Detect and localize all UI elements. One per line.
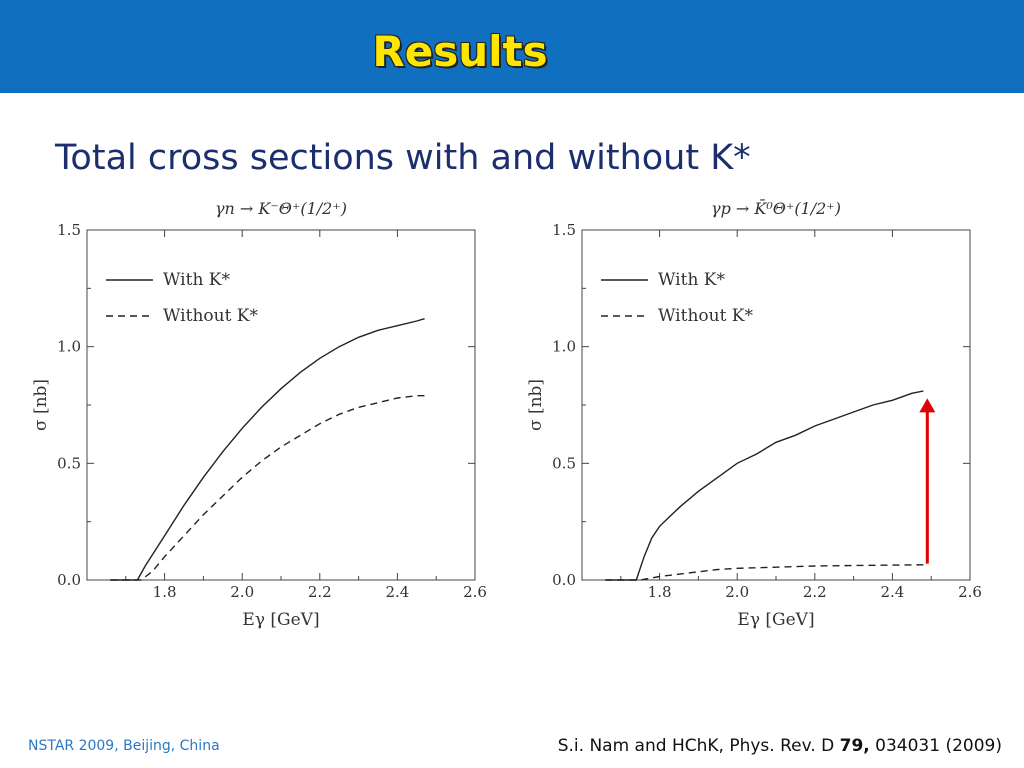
citation-prefix: S.i. Nam and HChK, Phys. Rev. D <box>557 736 840 756</box>
y-tick-label: 0.5 <box>552 454 576 472</box>
chart-title: γp → K̄⁰Θ⁺(1/2⁺) <box>711 197 841 218</box>
legend-label: Without K* <box>163 306 259 326</box>
x-tick-label: 2.2 <box>803 583 827 601</box>
x-tick-label: 2.0 <box>725 583 749 601</box>
slide-subtitle: Total cross sections with and without K* <box>55 138 751 178</box>
series-line-without-kstar <box>110 394 425 581</box>
annotation-arrow-head <box>919 398 936 413</box>
series-line-without-kstar <box>605 564 924 581</box>
y-tick-label: 0.5 <box>57 454 81 472</box>
y-tick-label: 1.5 <box>57 221 81 239</box>
x-tick-label: 2.0 <box>230 583 254 601</box>
series-line-with-kstar <box>605 390 924 581</box>
title-banner <box>0 0 1024 93</box>
legend-label: With K* <box>163 270 230 290</box>
plot-frame <box>86 229 476 581</box>
citation-volume: 79, <box>839 736 870 756</box>
legend-label: Without K* <box>658 306 754 326</box>
citation: S.i. Nam and HChK, Phys. Rev. D 79, 0340… <box>558 736 1002 756</box>
chart-title: γn → K⁻Θ⁺(1/2⁺) <box>215 199 347 218</box>
x-axis-label: Eγ [GeV] <box>242 610 319 630</box>
x-axis-label: Eγ [GeV] <box>737 610 814 630</box>
legend-label: With K* <box>658 270 725 290</box>
slide-title: Results <box>372 27 548 76</box>
y-tick-label: 1.0 <box>57 338 81 356</box>
y-tick-label: 1.0 <box>552 338 576 356</box>
x-tick-label: 2.2 <box>308 583 332 601</box>
x-tick-label: 2.6 <box>958 583 982 601</box>
conference-footer: NSTAR 2009, Beijing, China <box>28 738 220 754</box>
x-tick-label: 2.4 <box>880 583 904 601</box>
x-tick-label: 2.4 <box>385 583 409 601</box>
y-tick-label: 0.0 <box>552 571 576 589</box>
series-line-with-kstar <box>110 318 425 581</box>
plot-frame <box>581 229 971 581</box>
x-tick-label: 1.8 <box>648 583 672 601</box>
y-tick-label: 0.0 <box>57 571 81 589</box>
chart-gamma-n: γn → K⁻Θ⁺(1/2⁺) 1.8 2.0 2.2 2.4 2.6 0.0 0.5 1.0 1… <box>31 199 487 630</box>
chart-gamma-p: γp → K̄⁰Θ⁺(1/2⁺) 1.8 2.0 2.2 2.4 2.6 0.0 0.5 1.0… <box>526 197 982 630</box>
y-axis-label: σ [nb] <box>31 379 51 431</box>
y-axis-label: σ [nb] <box>526 379 546 431</box>
x-tick-label: 1.8 <box>153 583 177 601</box>
y-tick-label: 1.5 <box>552 221 576 239</box>
x-tick-label: 2.6 <box>463 583 487 601</box>
citation-suffix: 034031 (2009) <box>869 736 1002 756</box>
